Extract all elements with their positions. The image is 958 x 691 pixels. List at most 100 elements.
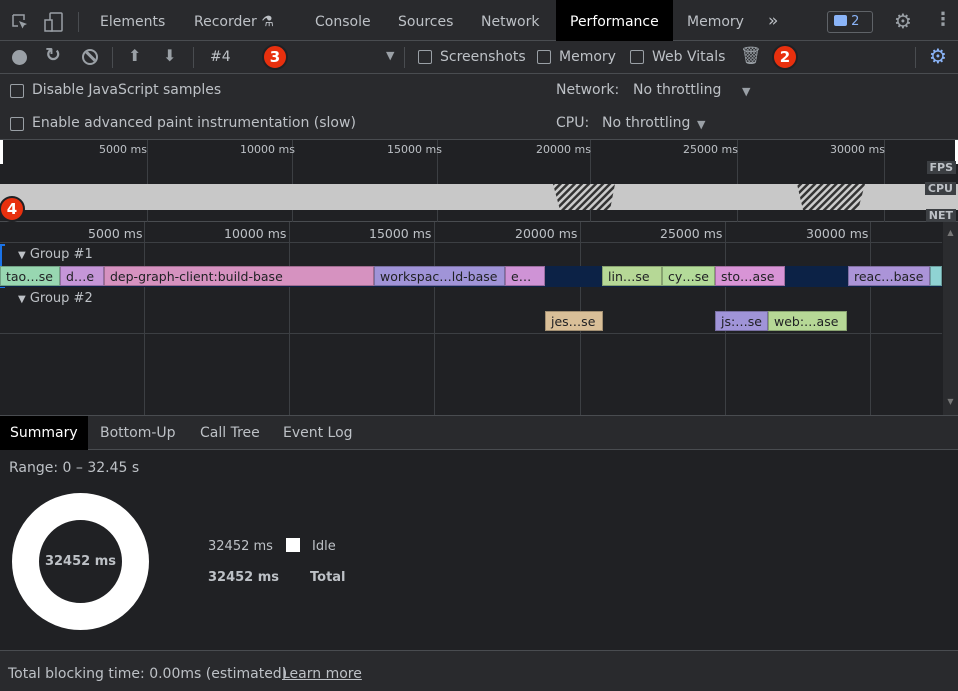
tab-recorder-label: Recorder: [194, 14, 257, 30]
group-2-label: Group #2: [29, 291, 93, 306]
reload-record-icon[interactable]: ↻: [45, 44, 61, 66]
network-dropdown-arrow-icon[interactable]: ▼: [742, 85, 751, 98]
flame-bar[interactable]: sto…ase: [715, 266, 785, 286]
annotation-badge: 2: [772, 44, 798, 70]
overview-tick: 30000 ms: [830, 143, 885, 156]
more-options-icon[interactable]: ⋮: [934, 9, 952, 30]
overview-right-handle[interactable]: [955, 140, 958, 164]
cpu-throttle-label: CPU:: [556, 115, 590, 131]
tab-call-tree[interactable]: Call Tree: [200, 425, 260, 441]
tab-memory[interactable]: Memory: [687, 14, 744, 30]
inspect-element-icon[interactable]: [11, 13, 29, 31]
tab-network[interactable]: Network: [481, 14, 540, 30]
capture-settings-gear-icon[interactable]: ⚙: [929, 44, 947, 68]
flame-bar[interactable]: tao…se: [0, 266, 60, 286]
record-icon[interactable]: [12, 50, 27, 65]
flame-bar[interactable]: workspac…ld-base: [374, 266, 505, 286]
overview-tick: 25000 ms: [683, 143, 738, 156]
overview-tick: 15000 ms: [387, 143, 442, 156]
flame-tick: 15000 ms: [369, 226, 432, 241]
settings-gear-icon[interactable]: ⚙: [894, 9, 912, 33]
flame-bar[interactable]: dep-graph-client:build-base: [104, 266, 374, 286]
flame-tick: 5000 ms: [88, 226, 143, 241]
idle-label: Idle: [312, 539, 336, 554]
save-profile-icon[interactable]: ⬇: [163, 46, 177, 65]
web-vitals-checkbox[interactable]: [630, 50, 644, 64]
tab-console[interactable]: Console: [315, 14, 371, 30]
tab-event-log[interactable]: Event Log: [283, 425, 353, 441]
total-blocking-time: Total blocking time: 0.00ms (estimated): [8, 666, 288, 682]
advanced-paint-checkbox[interactable]: [10, 117, 24, 131]
net-track-label: NET: [925, 209, 956, 222]
overview-tick: 20000 ms: [536, 143, 591, 156]
screenshots-checkbox[interactable]: [418, 50, 432, 64]
cpu-chart: [0, 184, 958, 210]
tab-performance[interactable]: Performance: [556, 0, 673, 41]
memory-checkbox[interactable]: [537, 50, 551, 64]
issues-button[interactable]: 2: [827, 11, 873, 33]
cpu-dropdown-arrow-icon[interactable]: ▼: [697, 118, 706, 131]
profile-select[interactable]: #4: [210, 49, 231, 65]
tab-summary[interactable]: Summary: [0, 416, 88, 450]
web-vitals-label: Web Vitals: [652, 49, 726, 65]
group-1-header[interactable]: ▼ Group #1: [18, 247, 93, 262]
cpu-track-label: CPU: [924, 182, 956, 195]
flame-bar[interactable]: cy…se: [662, 266, 715, 286]
disable-js-samples-label: Disable JavaScript samples: [32, 82, 222, 98]
tab-recorder[interactable]: Recorder ⚗: [194, 0, 274, 41]
advanced-paint-label: Enable advanced paint instrumentation (s…: [32, 115, 356, 131]
overview-tick: 10000 ms: [240, 143, 295, 156]
expand-triangle-icon: ▼: [18, 250, 26, 261]
trash-icon[interactable]: 🗑: [740, 46, 762, 66]
flame-chart[interactable]: 5000 ms 10000 ms 15000 ms 20000 ms 25000…: [0, 222, 958, 415]
more-tabs-button[interactable]: »: [768, 11, 779, 31]
memory-label: Memory: [559, 49, 616, 65]
capture-settings-panel: Disable JavaScript samples Enable advanc…: [0, 74, 958, 140]
flame-bar[interactable]: [930, 266, 942, 286]
donut-total: 32452 ms: [44, 554, 117, 569]
flame-bar[interactable]: d…e: [60, 266, 104, 286]
group-1-label: Group #1: [29, 247, 93, 262]
clear-icon[interactable]: [82, 49, 98, 65]
idle-value: 32452 ms: [208, 539, 273, 554]
disable-js-samples-checkbox[interactable]: [10, 84, 24, 98]
flame-bar[interactable]: jes…se: [545, 311, 603, 331]
screenshots-label: Screenshots: [440, 49, 526, 65]
flame-tick: 10000 ms: [224, 226, 287, 241]
load-profile-icon[interactable]: ⬆: [128, 46, 142, 65]
flame-tick: 25000 ms: [660, 226, 723, 241]
profile-dropdown-arrow-icon[interactable]: ▼: [386, 49, 395, 62]
flame-bar[interactable]: e…: [505, 266, 545, 286]
total-label: Total: [310, 570, 346, 585]
device-toolbar-icon[interactable]: [44, 12, 64, 32]
flame-scrollbar[interactable]: ▲ ▼: [943, 222, 958, 415]
flask-icon: ⚗: [261, 14, 274, 30]
idle-swatch: [286, 538, 300, 552]
annotation-badge: 3: [262, 44, 288, 70]
details-tab-bar: Summary Bottom-Up Call Tree Event Log: [0, 415, 958, 450]
flame-bar[interactable]: web:…ase: [768, 311, 847, 331]
network-throttle-label: Network:: [556, 82, 620, 98]
annotation-badge: 4: [0, 196, 25, 222]
network-throttle-select[interactable]: No throttling: [633, 82, 722, 98]
learn-more-link[interactable]: Learn more: [282, 666, 362, 682]
flame-bar[interactable]: lin…se: [602, 266, 662, 286]
overview-left-handle[interactable]: [0, 140, 3, 164]
cpu-throttle-select[interactable]: No throttling: [602, 115, 691, 131]
issues-count: 2: [851, 14, 860, 29]
tab-elements[interactable]: Elements: [100, 14, 166, 30]
tab-sources[interactable]: Sources: [398, 14, 454, 30]
devtools-tab-bar: Elements Recorder ⚗ Console Sources Netw…: [0, 0, 958, 41]
performance-toolbar: ↻ ⬆ ⬇ #4 ▼ Screenshots Memory Web Vitals…: [0, 41, 958, 74]
overview-tick: 5000 ms: [99, 143, 147, 156]
range-label: Range: 0 – 32.45 s: [9, 460, 140, 476]
flame-bar[interactable]: reac…base: [848, 266, 930, 286]
flame-bar[interactable]: js:…se: [715, 311, 768, 331]
expand-triangle-icon: ▼: [18, 294, 26, 305]
timeline-overview[interactable]: 5000 ms 10000 ms 15000 ms 20000 ms 25000…: [0, 140, 958, 222]
flame-tick: 20000 ms: [515, 226, 578, 241]
issues-icon: [834, 15, 847, 26]
group-2-header[interactable]: ▼ Group #2: [18, 291, 93, 306]
fps-track-label: FPS: [926, 161, 956, 174]
tab-bottom-up[interactable]: Bottom-Up: [100, 425, 176, 441]
